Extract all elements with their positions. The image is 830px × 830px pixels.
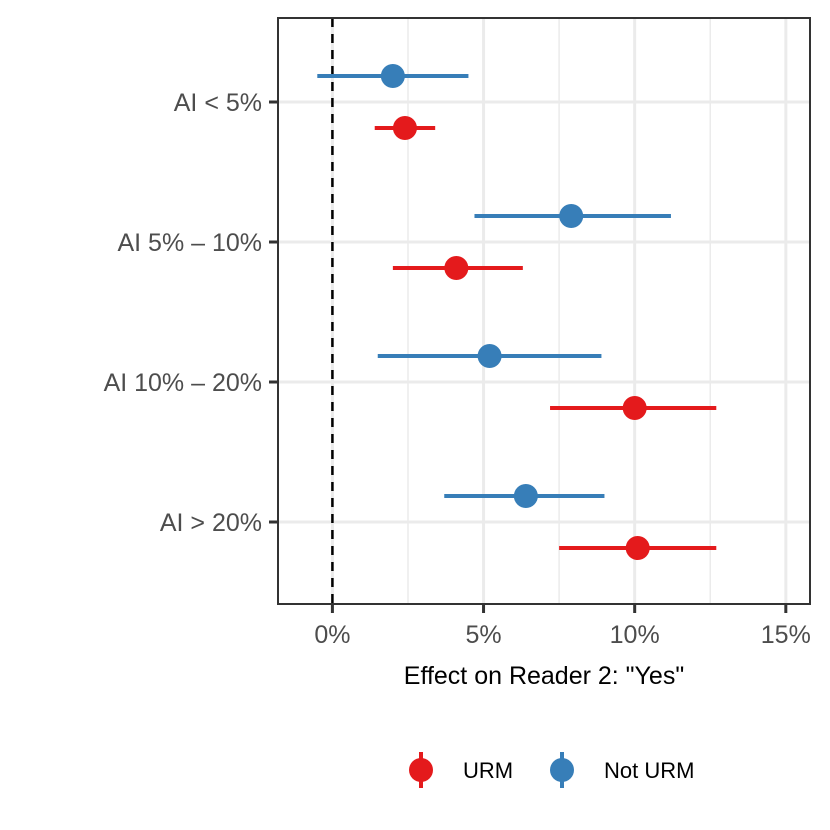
legend-key-not-urm-point (550, 758, 574, 782)
y-tick-label: AI 10% – 20% (104, 369, 262, 397)
y-tick-label: AI 5% – 10% (117, 229, 262, 257)
not-urm-point (477, 344, 502, 368)
urm-point (444, 256, 469, 280)
grid-layer (278, 18, 810, 604)
y-tick-label: AI > 20% (160, 509, 262, 537)
legend: URM Not URM (409, 752, 694, 788)
not-urm-point (380, 64, 405, 88)
x-tick-label: 15% (761, 621, 811, 649)
x-axis: 0% 5% 10% 15% (314, 604, 811, 649)
point-estimates (380, 64, 650, 560)
not-urm-point (559, 204, 584, 228)
legend-key-urm-point (409, 758, 433, 782)
legend-label-not-urm: Not URM (604, 758, 694, 783)
urm-point (625, 536, 650, 560)
x-tick-label: 5% (465, 621, 501, 649)
x-axis-title: Effect on Reader 2: "Yes" (404, 662, 684, 690)
x-tick-label: 0% (314, 621, 350, 649)
x-tick-label: 10% (610, 621, 660, 649)
urm-point (622, 396, 647, 420)
urm-point (392, 116, 417, 140)
plot-panel-border (277, 17, 811, 605)
not-urm-point (513, 484, 538, 508)
y-axis: AI < 5% AI 5% – 10% AI 10% – 20% AI > 20% (104, 89, 278, 537)
legend-label-urm: URM (463, 758, 513, 783)
confidence-intervals (317, 74, 717, 550)
y-tick-label: AI < 5% (174, 89, 262, 117)
